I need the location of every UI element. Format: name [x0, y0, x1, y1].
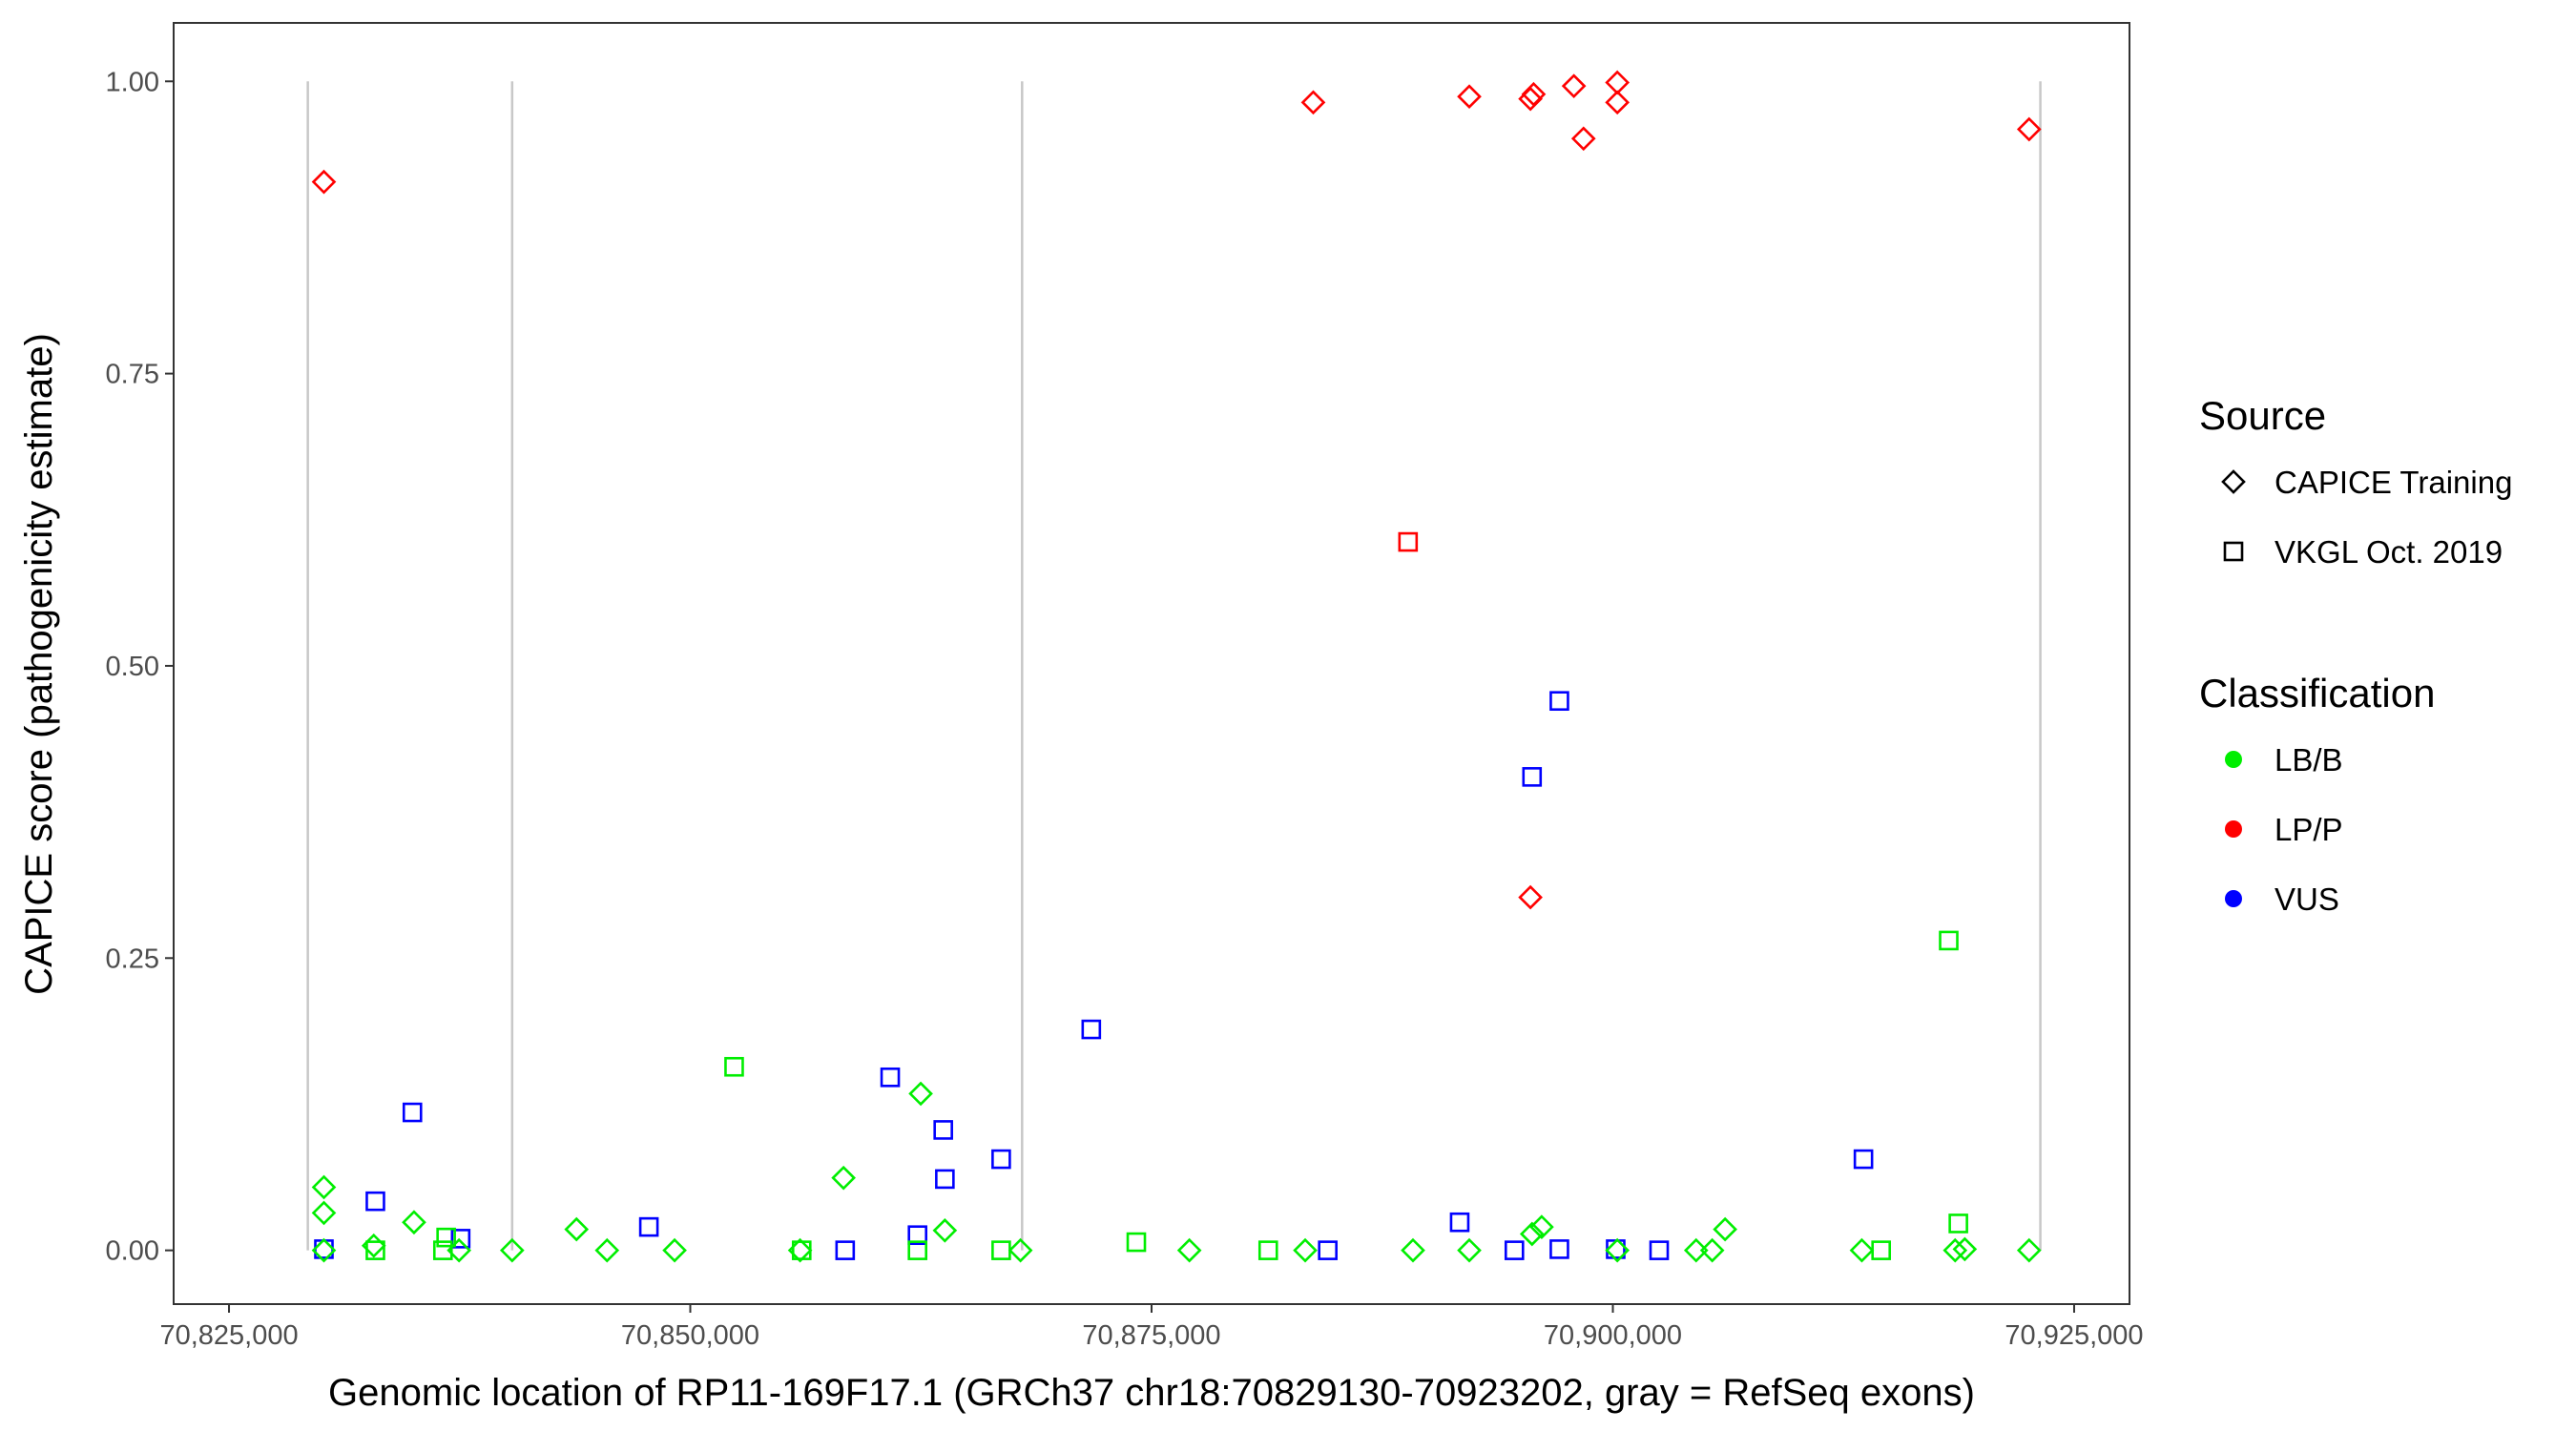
y-tick-label: 1.00 [106, 67, 159, 97]
data-point [1401, 1237, 1425, 1263]
data-point [499, 1237, 525, 1263]
data-point [1457, 1237, 1482, 1263]
data-point [907, 1225, 927, 1246]
data-point [662, 1237, 687, 1263]
data-point [1849, 1237, 1875, 1263]
data-point [1570, 126, 1596, 152]
data-point [1649, 1240, 1670, 1260]
data-point [311, 169, 337, 195]
dot-icon [2225, 890, 2242, 907]
data-point [1081, 1019, 1102, 1040]
data-point [1293, 1237, 1318, 1263]
legend-class-label: VUS [2275, 881, 2339, 917]
data-point [1504, 1240, 1525, 1260]
data-point [1939, 930, 1959, 951]
data-point [1683, 1237, 1709, 1263]
data-point [1952, 1236, 1978, 1262]
y-axis-ticks: 0.00 0.25 0.50 0.75 1.00 [106, 67, 174, 1267]
data-point [1605, 90, 1631, 115]
data-point [1518, 884, 1543, 910]
plot-panel [173, 22, 2130, 1305]
x-tick-label: 70,825,000 [159, 1320, 298, 1351]
data-point [1948, 1213, 1968, 1234]
legend-class-title: Classification [2199, 671, 2435, 716]
legend-class-label: LP/P [2275, 812, 2343, 847]
data-point [880, 1067, 901, 1088]
data-point [932, 1217, 958, 1243]
legend-source-label: VKGL Oct. 2019 [2275, 534, 2503, 570]
x-axis-title: Genomic location of RP11-169F17.1 (GRCh3… [328, 1372, 1975, 1414]
data-point [1008, 1237, 1033, 1263]
data-point [311, 1174, 337, 1200]
data-point [1176, 1237, 1202, 1263]
data-point [1853, 1149, 1874, 1170]
data-point [1713, 1216, 1737, 1242]
data-point [1605, 1237, 1631, 1263]
dot-icon [2225, 820, 2242, 838]
dot-icon [2225, 751, 2242, 768]
x-tick-label: 70,900,000 [1544, 1320, 1682, 1351]
data-point [402, 1210, 426, 1235]
data-point [991, 1149, 1011, 1170]
data-point [1457, 84, 1482, 110]
data-point [450, 1229, 471, 1249]
data-point [1549, 691, 1569, 712]
x-tick-label: 70,850,000 [621, 1320, 759, 1351]
x-tick-label: 70,875,000 [1082, 1320, 1220, 1351]
data-point [1561, 73, 1587, 99]
data-point [436, 1227, 456, 1248]
data-point [933, 1120, 953, 1140]
data-point [1257, 1240, 1278, 1260]
data-point [1300, 90, 1326, 115]
data-point [402, 1102, 423, 1123]
data-point [361, 1233, 386, 1258]
y-tick-label: 0.50 [106, 652, 159, 682]
y-tick-label: 0.25 [106, 944, 159, 974]
data-point [2016, 116, 2042, 142]
data-point [1398, 531, 1419, 552]
y-tick-label: 0.00 [106, 1236, 159, 1267]
data-point [724, 1056, 744, 1077]
data-point [1522, 767, 1543, 787]
data-point [835, 1240, 856, 1260]
y-axis-title: CAPICE score (pathogenicity estimate) [18, 333, 60, 995]
data-point [1449, 1212, 1470, 1233]
data-points [311, 70, 2042, 1263]
data-point [564, 1216, 590, 1242]
exon-lines [306, 81, 2042, 1251]
data-point [787, 1237, 813, 1263]
legend-source-title: Source [2199, 393, 2326, 438]
data-point [1529, 1214, 1554, 1239]
data-point [638, 1216, 659, 1237]
data-point [907, 1240, 927, 1260]
data-point [1549, 1239, 1569, 1259]
data-point [1699, 1237, 1725, 1263]
square-icon [2223, 541, 2244, 562]
data-point [908, 1081, 933, 1107]
legend-source-label: CAPICE Training [2275, 465, 2512, 500]
data-point [1942, 1237, 1968, 1263]
data-point [447, 1237, 471, 1263]
data-point [594, 1237, 620, 1263]
legend: Source CAPICE Training VKGL Oct. 2019 Cla… [2199, 393, 2512, 917]
data-point [311, 1237, 337, 1263]
diamond-icon [2221, 469, 2246, 494]
x-tick-label: 70,925,000 [2005, 1320, 2143, 1351]
data-point [365, 1191, 385, 1212]
data-point [311, 1200, 337, 1226]
y-tick-label: 0.75 [106, 360, 159, 390]
data-point [935, 1169, 955, 1190]
x-axis-ticks: 70,825,000 70,850,000 70,875,000 70,900,000… [159, 1304, 2144, 1351]
legend-class-label: LB/B [2275, 742, 2343, 778]
data-point [2016, 1237, 2042, 1263]
data-point [1521, 81, 1547, 107]
data-point [432, 1240, 453, 1260]
data-point [1126, 1232, 1147, 1253]
data-point [831, 1165, 856, 1191]
data-point [1519, 1221, 1545, 1247]
data-point [1318, 1240, 1338, 1260]
